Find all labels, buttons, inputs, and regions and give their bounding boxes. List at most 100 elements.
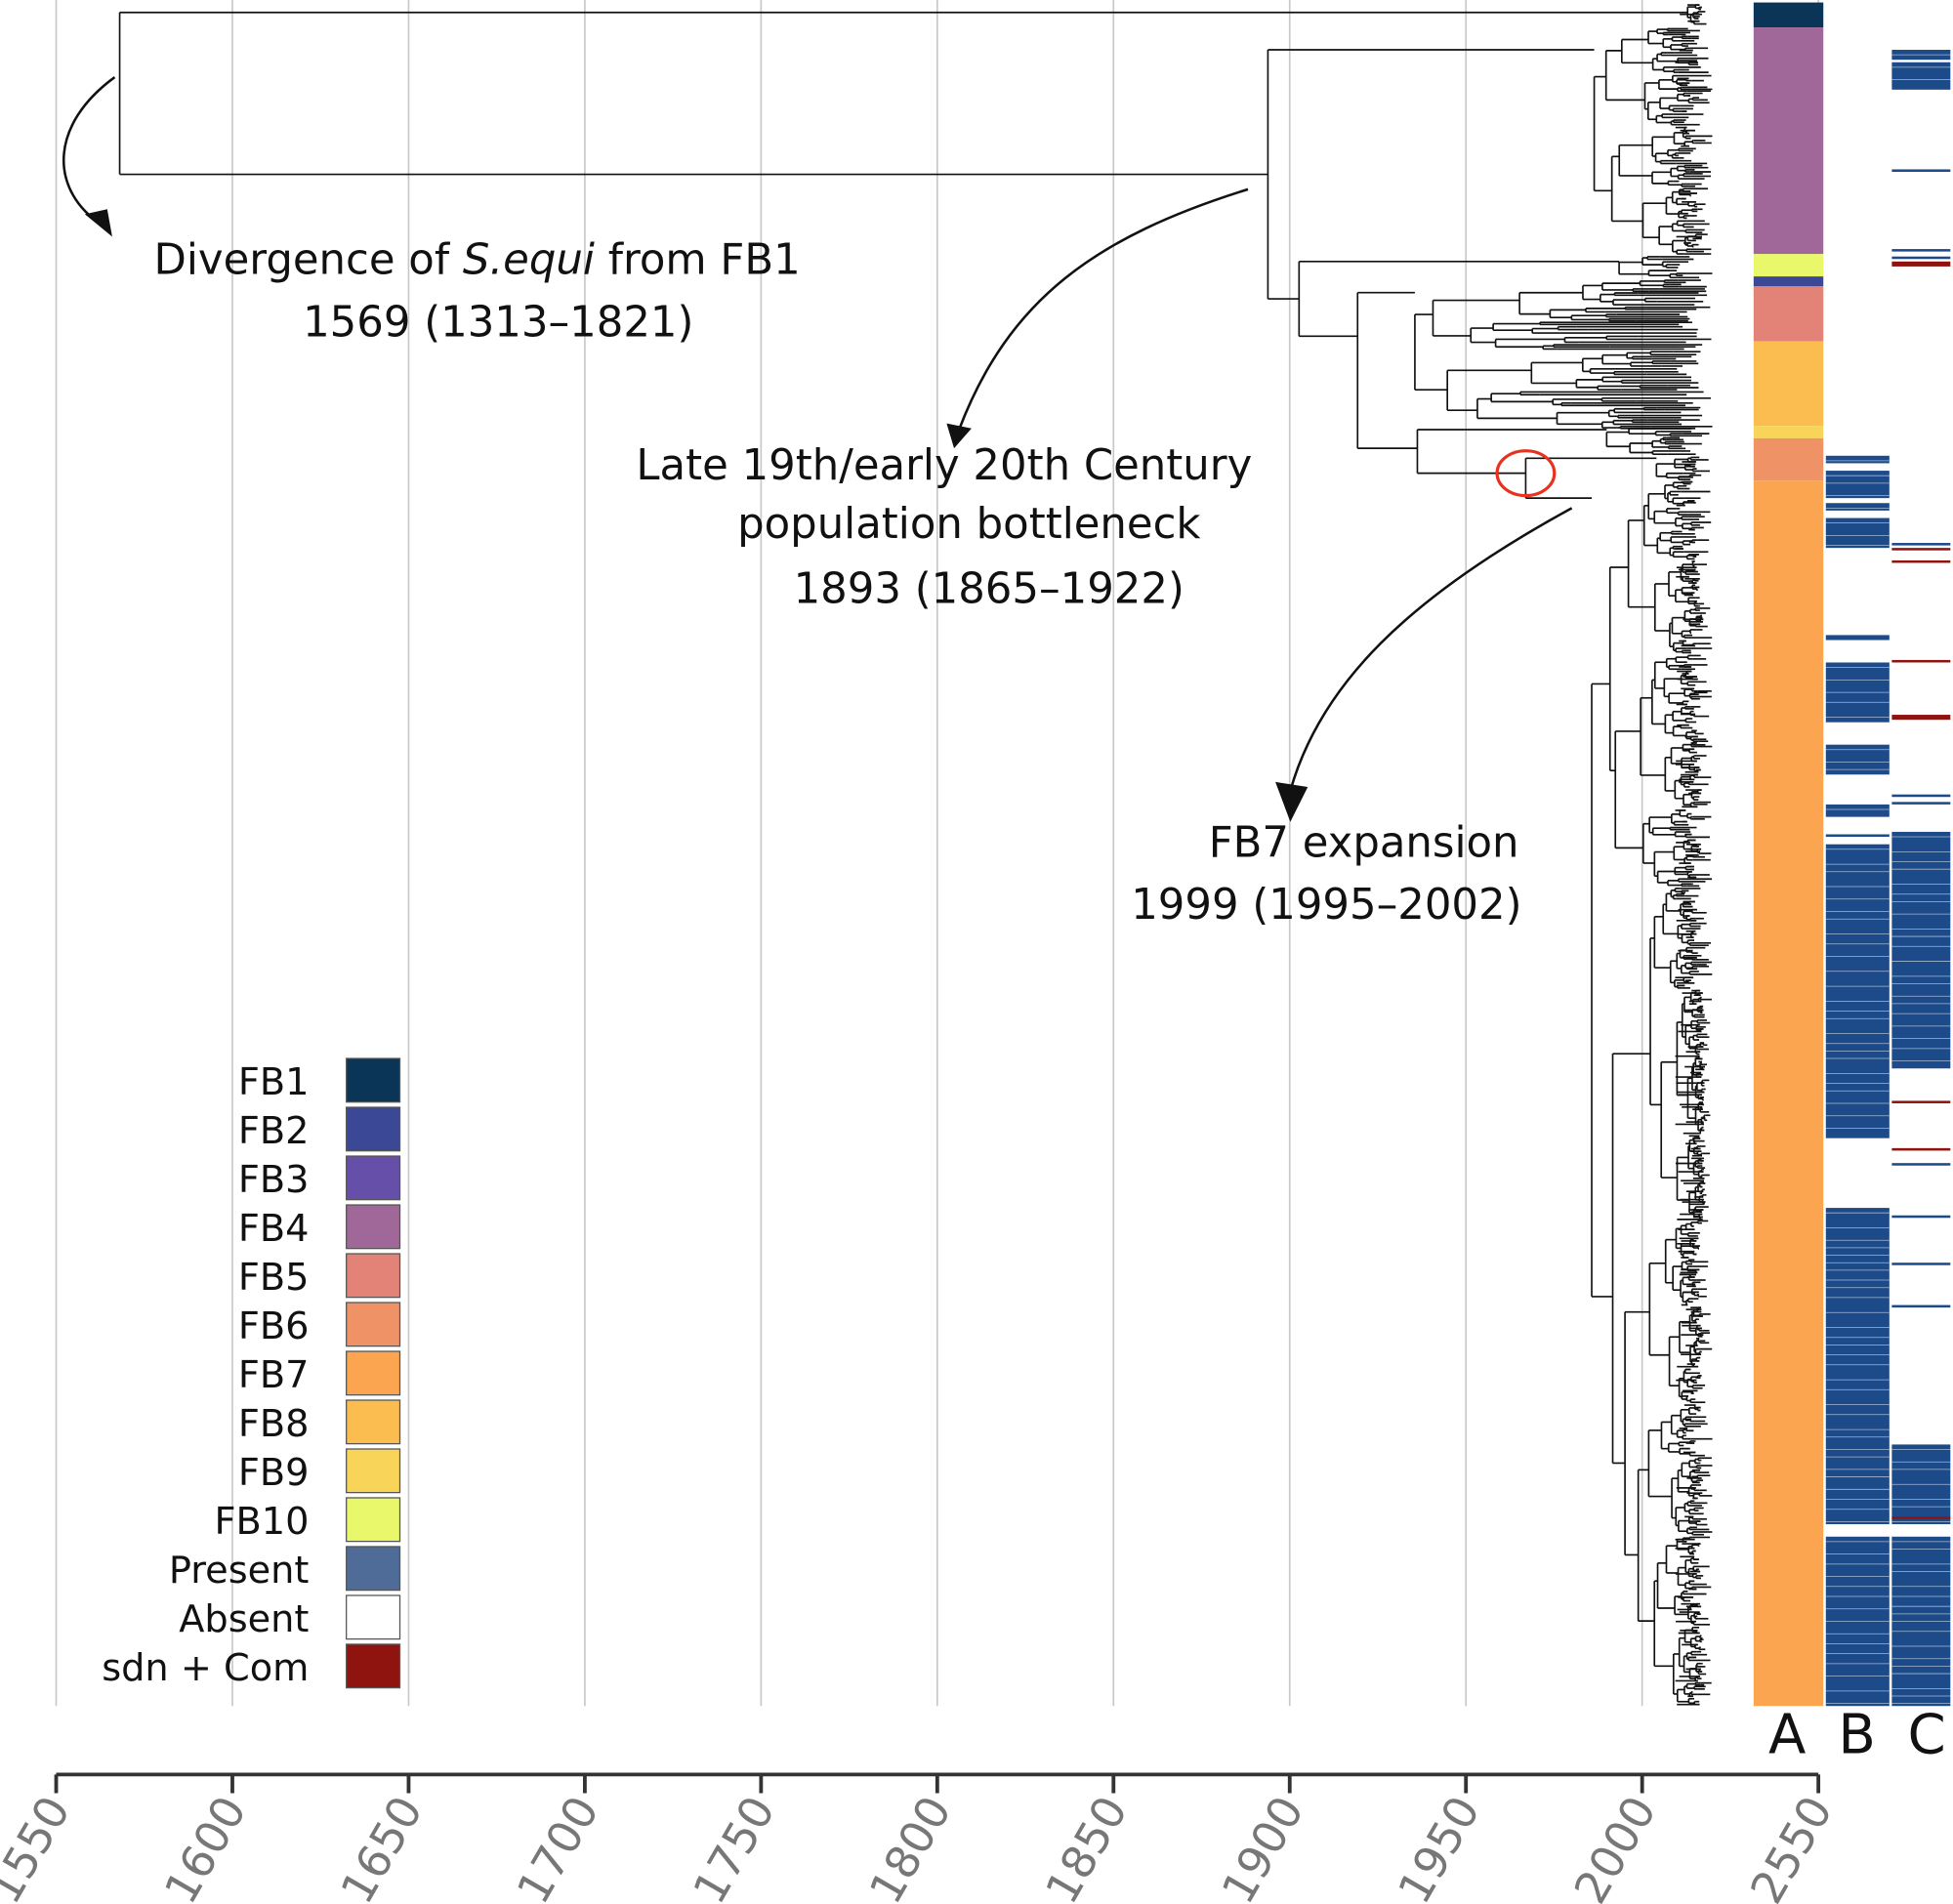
axis-tick-label: 1700 (507, 1787, 609, 1904)
sdn-com-bar (1891, 715, 1951, 721)
legend-item: FB6 (238, 1302, 401, 1348)
present-bar (1825, 804, 1890, 817)
year-axis: 1550 1600 1650 1700 1750 1800 1850 1900 1950 2000… (0, 1772, 1843, 1904)
divergence-label: Divergence of S.equi from FB1 (153, 236, 800, 285)
group-band-fb7 (1753, 480, 1824, 1707)
divergence-arrow (62, 76, 116, 224)
divergence-arrowhead (84, 209, 112, 237)
axis-tick-label: 1950 (1388, 1787, 1490, 1904)
column-b-presence (1825, 455, 1890, 1707)
legend-swatch (346, 1546, 401, 1592)
legend-label: FB3 (238, 1158, 310, 1202)
legend-swatch (346, 1253, 401, 1299)
legend-item: FB7 (238, 1350, 401, 1397)
group-band-fb8 (1753, 341, 1824, 427)
legend-item: Absent (179, 1594, 401, 1641)
legend-swatch (346, 1106, 401, 1152)
phylogenetic-tree (118, 4, 1713, 1706)
expansion-date: 1999 (1995–2002) (1131, 881, 1521, 930)
bottleneck-arrowhead (946, 423, 972, 449)
expansion-arrowhead (1275, 781, 1309, 822)
group-band-fb6 (1753, 437, 1824, 481)
annotation-arrows (62, 76, 1573, 792)
bottleneck-label-2: population bottleneck (737, 500, 1200, 549)
sdn-com-bar (1891, 261, 1951, 267)
legend-swatch (346, 1302, 401, 1347)
bottleneck-date: 1893 (1865–1922) (794, 564, 1184, 613)
group-band-fb4 (1753, 27, 1824, 255)
sdn-com-bar (1891, 1147, 1951, 1151)
present-bar (1825, 503, 1890, 511)
legend-label: FB6 (238, 1304, 310, 1348)
column-a-label: A (1768, 1704, 1806, 1767)
axis-tick-label: 1900 (1211, 1787, 1313, 1904)
group-band-fb9 (1753, 426, 1824, 438)
arrowheads (84, 209, 1309, 822)
present-bar (1891, 1215, 1951, 1219)
legend-item: FB1 (238, 1057, 401, 1104)
legend-item: FB9 (238, 1448, 401, 1495)
legend-swatch (346, 1155, 401, 1201)
legend-label: FB8 (238, 1402, 310, 1446)
legend-swatch (346, 1350, 401, 1396)
axis-tick-label: 2550 (1740, 1787, 1843, 1904)
legend-label: Absent (179, 1597, 309, 1641)
present-bar (1891, 256, 1951, 260)
legend-swatch (346, 1643, 401, 1689)
bottleneck-label: Late 19th/early 20th Century (636, 441, 1252, 490)
present-bar (1825, 744, 1890, 775)
legend-swatch (346, 1057, 401, 1103)
legend-swatch (346, 1594, 401, 1640)
legend-item: FB4 (238, 1204, 401, 1251)
present-bar (1891, 249, 1951, 252)
group-band-fb10 (1753, 254, 1824, 277)
sdn-com-bar (1891, 548, 1951, 551)
column-a-fb-groups (1753, 2, 1824, 1707)
sdn-com-bar (1891, 659, 1951, 663)
sdn-com-bar (1891, 559, 1951, 563)
present-bar (1891, 1163, 1951, 1166)
group-band-fb5 (1753, 286, 1824, 342)
expansion-arrow (1289, 507, 1573, 792)
present-bar (1891, 1304, 1951, 1308)
legend-label: FB9 (238, 1451, 310, 1495)
column-c-label: C (1907, 1704, 1945, 1767)
legend-label: FB2 (238, 1109, 310, 1153)
present-bar (1891, 543, 1951, 546)
present-bar (1825, 635, 1890, 641)
legend-item: FB5 (238, 1253, 401, 1300)
legend-swatch (346, 1204, 401, 1250)
axis-tick-label: 1650 (330, 1787, 433, 1904)
legend-swatch (346, 1497, 401, 1543)
legend-label: FB10 (214, 1500, 309, 1544)
present-bar (1891, 794, 1951, 798)
legend-item: FB8 (238, 1399, 401, 1446)
axis-tick-label: 1600 (154, 1787, 257, 1904)
present-bar (1891, 831, 1951, 1069)
legend-item: FB10 (214, 1497, 401, 1544)
group-band-fb1 (1753, 2, 1824, 28)
group-band-fb2 (1753, 276, 1824, 287)
legend-label: Present (169, 1549, 310, 1593)
legend-label: sdn + Com (102, 1646, 309, 1690)
legend-swatch (346, 1399, 401, 1445)
legend-item: FB3 (238, 1155, 401, 1202)
present-bar (1825, 455, 1890, 464)
axis-tick-label: 1800 (858, 1787, 961, 1904)
legend-swatch (346, 1448, 401, 1494)
legend-label: FB7 (238, 1353, 310, 1397)
present-bar (1825, 844, 1890, 1138)
sdn-com-bar (1891, 1516, 1951, 1519)
bottleneck-highlight-circle (1495, 449, 1557, 498)
sdn-com-bar (1891, 1100, 1951, 1103)
column-c-presence (1891, 50, 1951, 1707)
axis-tick-label: 1850 (1035, 1787, 1138, 1904)
legend-label: FB5 (238, 1256, 310, 1300)
axis-tick-label: 1550 (0, 1787, 80, 1904)
present-bar (1891, 802, 1951, 805)
column-b-label: B (1838, 1704, 1876, 1767)
present-bar (1825, 1208, 1890, 1525)
expansion-label: FB7 expansion (1209, 818, 1519, 867)
legend-item: FB2 (238, 1106, 401, 1153)
